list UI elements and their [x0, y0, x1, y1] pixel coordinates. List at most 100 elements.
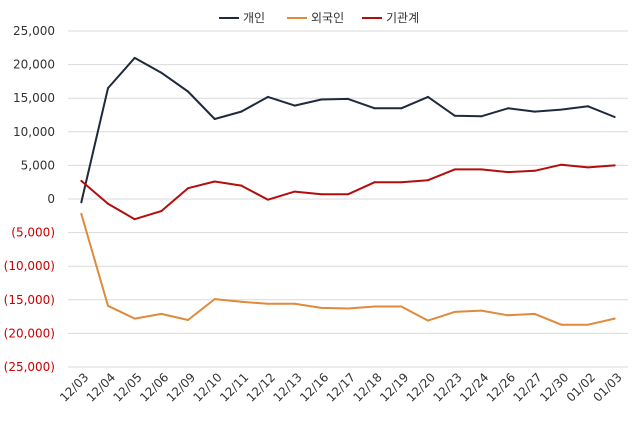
- data-point: [133, 56, 136, 59]
- data-point: [533, 312, 536, 315]
- grid-lines: [68, 30, 628, 368]
- x-tick-label: 12/23: [430, 370, 464, 404]
- legend-label: 기관계: [386, 11, 419, 25]
- data-point: [80, 212, 83, 215]
- series-lines: [80, 56, 616, 326]
- x-tick-label: 12/13: [270, 370, 304, 404]
- x-tick-label: 01/03: [590, 370, 624, 404]
- x-tick-label: 12/05: [110, 370, 144, 404]
- x-tick-label: 12/17: [324, 370, 358, 404]
- data-point: [453, 310, 456, 313]
- data-point: [400, 107, 403, 110]
- data-point: [560, 163, 563, 166]
- y-tick-label: 25,000: [13, 24, 55, 38]
- data-point: [107, 202, 109, 205]
- data-point: [187, 90, 189, 93]
- x-tick-label: 01/02: [564, 370, 598, 404]
- y-tick-label: 20,000: [13, 58, 55, 72]
- data-point: [587, 323, 589, 326]
- data-point: [133, 218, 136, 221]
- y-tick-label: 5,000: [21, 158, 55, 172]
- data-point: [320, 193, 323, 196]
- x-tick-label: 12/10: [190, 370, 224, 404]
- data-point: [587, 166, 589, 169]
- data-point: [480, 309, 483, 312]
- data-point: [160, 71, 163, 74]
- x-tick-label: 12/30: [537, 370, 571, 404]
- data-point: [373, 107, 376, 110]
- data-point: [613, 116, 616, 119]
- data-point: [213, 118, 216, 121]
- x-tick-label: 12/27: [510, 370, 544, 404]
- data-point: [267, 302, 269, 305]
- data-point: [293, 302, 296, 305]
- x-tick-label: 12/09: [164, 370, 198, 404]
- x-tick-label: 12/06: [137, 370, 171, 404]
- y-tick-label: 0: [47, 192, 55, 206]
- y-tick-label: (20,000): [4, 326, 55, 340]
- data-point: [480, 168, 483, 171]
- data-point: [213, 298, 216, 301]
- data-point: [213, 180, 216, 183]
- x-tick-label: 12/20: [404, 370, 438, 404]
- data-point: [427, 95, 429, 98]
- data-point: [533, 110, 536, 113]
- data-point: [267, 95, 269, 98]
- x-tick-label: 12/26: [484, 370, 518, 404]
- legend-label: 개인: [243, 11, 265, 25]
- data-point: [320, 98, 323, 101]
- y-tick-label: (10,000): [4, 259, 55, 273]
- data-point: [240, 110, 243, 113]
- data-point: [453, 168, 456, 171]
- series-line-0: [80, 56, 616, 203]
- data-point: [560, 108, 563, 111]
- data-point: [187, 318, 189, 321]
- data-point: [587, 105, 589, 108]
- x-tick-label: 12/11: [217, 370, 251, 404]
- legend: 개인 외국인 기관계: [219, 11, 419, 25]
- data-point: [347, 193, 349, 196]
- x-tick-label: 12/03: [57, 370, 91, 404]
- data-point: [320, 306, 323, 309]
- data-point: [427, 179, 429, 182]
- data-point: [427, 319, 429, 322]
- data-point: [80, 201, 83, 204]
- data-point: [400, 181, 403, 184]
- data-point: [347, 307, 349, 310]
- data-point: [293, 104, 296, 107]
- y-axis: 25,000 20,000 15,000 10,000 5,000 0 (5,000) (10…: [4, 24, 55, 374]
- data-point: [133, 317, 136, 320]
- data-point: [507, 314, 509, 317]
- data-point: [533, 169, 536, 172]
- data-point: [453, 114, 456, 117]
- data-point: [160, 210, 163, 213]
- y-tick-label: 10,000: [13, 125, 55, 139]
- data-point: [400, 305, 403, 308]
- data-point: [560, 323, 563, 326]
- x-tick-label: 12/24: [457, 370, 491, 404]
- data-point: [107, 304, 109, 307]
- y-tick-label: (15,000): [4, 293, 55, 307]
- x-tick-label: 12/19: [377, 370, 411, 404]
- x-tick-label: 12/04: [84, 370, 118, 404]
- data-point: [613, 317, 616, 320]
- data-point: [373, 305, 376, 308]
- y-tick-label: (25,000): [4, 360, 55, 374]
- y-tick-label: 15,000: [13, 91, 55, 105]
- data-point: [80, 179, 83, 182]
- legend-label: 외국인: [311, 11, 344, 25]
- data-point: [480, 115, 483, 118]
- data-point: [267, 198, 269, 201]
- data-point: [507, 107, 509, 110]
- data-point: [107, 87, 109, 90]
- data-point: [293, 190, 296, 193]
- data-point: [373, 181, 376, 184]
- data-point: [240, 184, 243, 187]
- x-tick-label: 12/12: [244, 370, 278, 404]
- data-point: [507, 171, 509, 174]
- data-point: [347, 97, 349, 100]
- data-point: [240, 300, 243, 303]
- x-axis: 12/0312/0412/0512/0612/0912/1012/1112/12…: [57, 370, 625, 404]
- y-tick-label: (5,000): [11, 226, 55, 240]
